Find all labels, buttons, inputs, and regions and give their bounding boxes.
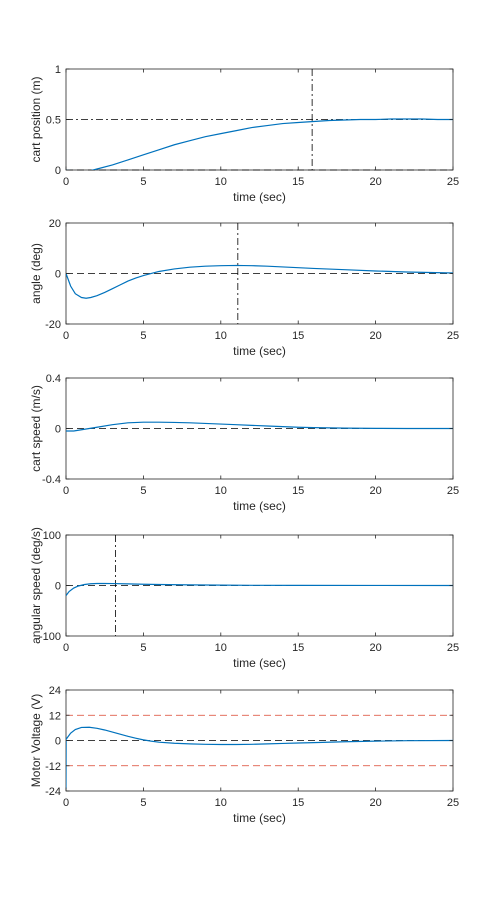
x-axis-label: time (sec): [233, 344, 286, 358]
x-tick-label: 20: [369, 642, 381, 654]
y-tick-label: 0: [55, 165, 61, 177]
y-tick-label: 0.4: [46, 373, 61, 385]
y-tick-label: 20: [49, 218, 61, 230]
x-tick-label: 0: [63, 330, 69, 342]
x-tick-label: 5: [140, 330, 146, 342]
x-tick-label: 5: [140, 176, 146, 188]
x-tick-label: 0: [63, 176, 69, 188]
y-axis-label: cart speed (m/s): [29, 385, 43, 472]
y-axis-label: angular speed (deg/s): [29, 527, 43, 644]
x-tick-label: 10: [215, 485, 227, 497]
y-tick-label: 0: [55, 736, 61, 748]
y-axis-label: angle (deg): [29, 243, 43, 304]
x-tick-label: 25: [447, 642, 459, 654]
x-tick-label: 5: [140, 642, 146, 654]
y-tick-label: -24: [45, 786, 61, 798]
x-tick-label: 25: [447, 797, 459, 809]
x-tick-label: 20: [369, 176, 381, 188]
x-tick-label: 25: [447, 176, 459, 188]
y-axis-label: Motor Voltage (V): [29, 694, 43, 787]
x-tick-label: 20: [369, 330, 381, 342]
series-line: [66, 421, 453, 432]
x-tick-label: 5: [140, 797, 146, 809]
series-line: [66, 264, 453, 299]
y-tick-label: 0.5: [46, 115, 61, 127]
x-axis-label: time (sec): [233, 190, 286, 204]
y-tick-label: 24: [49, 685, 61, 697]
x-tick-label: 15: [292, 642, 304, 654]
x-tick-label: 25: [447, 485, 459, 497]
y-tick-label: 0: [55, 581, 61, 593]
series-line: [66, 726, 453, 789]
x-axis-label: time (sec): [233, 811, 286, 825]
x-tick-label: 5: [140, 485, 146, 497]
x-tick-label: 0: [63, 797, 69, 809]
x-tick-label: 25: [447, 330, 459, 342]
y-axis-label: cart position (m): [29, 76, 43, 162]
y-tick-label: 1: [55, 64, 61, 76]
subplot-5: 0 5 10 15 20 25 -24 -12 0 12 24 time (sec) Motor Vol…: [29, 685, 459, 825]
x-tick-label: 0: [63, 642, 69, 654]
y-tick-label: 0: [55, 269, 61, 281]
x-axis-label: time (sec): [233, 499, 286, 513]
x-axis-label: time (sec): [233, 656, 286, 670]
series-line: [66, 582, 453, 596]
y-tick-label: -100: [39, 631, 61, 643]
x-tick-label: 15: [292, 176, 304, 188]
y-tick-label: -20: [45, 319, 61, 331]
y-tick-label: -12: [45, 761, 61, 773]
x-tick-label: 15: [292, 485, 304, 497]
x-tick-label: 20: [369, 485, 381, 497]
y-tick-label: -0.4: [42, 474, 61, 486]
x-tick-label: 10: [215, 330, 227, 342]
x-tick-label: 15: [292, 797, 304, 809]
y-tick-label: 100: [43, 530, 61, 542]
x-tick-label: 0: [63, 485, 69, 497]
x-tick-label: 20: [369, 797, 381, 809]
series-line: [66, 118, 453, 170]
x-tick-label: 10: [215, 176, 227, 188]
y-tick-label: 12: [49, 710, 61, 722]
subplot-1: 0 5 10 15 20 25 0 0.5 1 time (sec) cart position (…: [29, 64, 459, 204]
x-tick-label: 10: [215, 797, 227, 809]
x-tick-label: 10: [215, 642, 227, 654]
y-tick-label: 0: [55, 424, 61, 436]
x-tick-label: 15: [292, 330, 304, 342]
